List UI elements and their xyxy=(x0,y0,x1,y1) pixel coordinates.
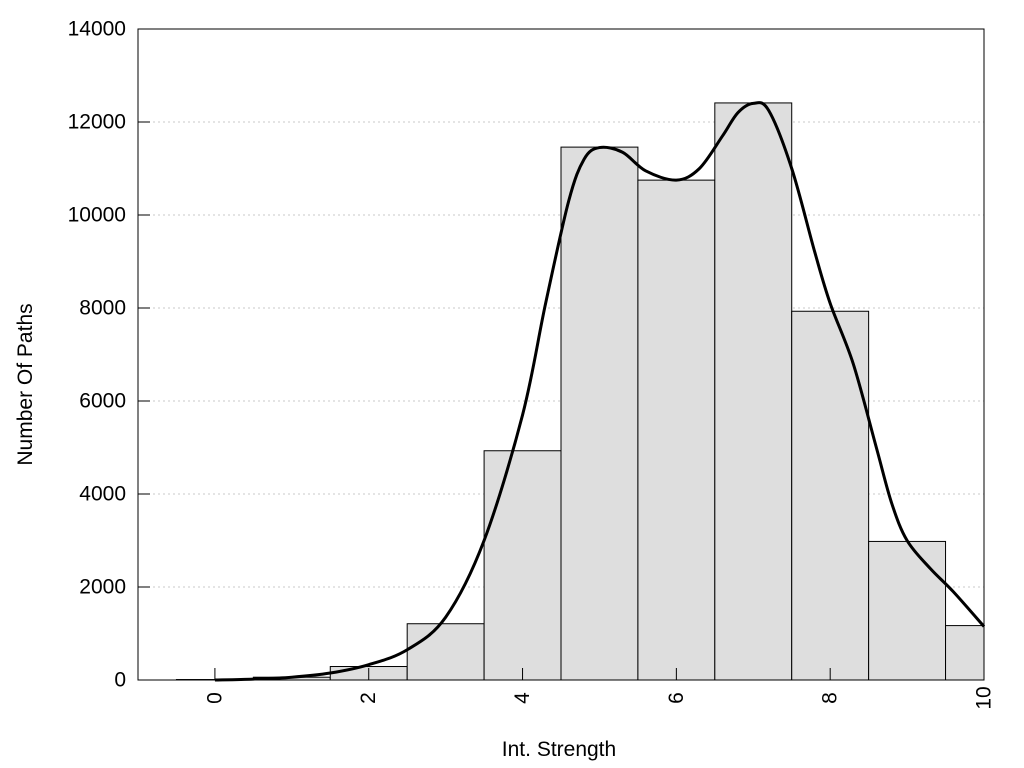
x-tick-label: 2 xyxy=(357,692,380,704)
y-tick-label: 6000 xyxy=(79,390,126,413)
x-tick-label: 10 xyxy=(973,686,996,709)
y-axis-title: Number Of Paths xyxy=(14,303,37,465)
histogram-bar xyxy=(791,310,870,681)
density-curve xyxy=(214,101,986,682)
y-tick-label: 2000 xyxy=(79,576,126,599)
histogram-bar xyxy=(868,540,947,681)
y-tick-label: 10000 xyxy=(68,204,126,227)
histogram-bar xyxy=(483,450,562,681)
x-tick-label: 6 xyxy=(665,692,688,704)
y-axis-ticks: 0 2000 4000 6000 8000 10000 12000 14000 xyxy=(68,18,150,692)
y-tick-label: 14000 xyxy=(68,18,126,41)
histogram-bar xyxy=(945,625,985,681)
histogram-bar xyxy=(560,146,639,681)
y-tick-label: 0 xyxy=(114,669,126,692)
histogram-bar xyxy=(406,623,485,681)
plot-frame xyxy=(137,28,985,681)
histogram-bar xyxy=(714,102,793,681)
bars xyxy=(175,102,985,681)
x-tick-label: 8 xyxy=(819,692,842,704)
y-tick-label: 4000 xyxy=(79,483,126,506)
y-tick-label: 8000 xyxy=(79,297,126,320)
x-tick-label: 0 xyxy=(203,692,226,704)
density-curve-layer xyxy=(214,101,986,682)
x-axis-ticks: 0 2 4 6 8 10 xyxy=(203,668,996,710)
x-tick-label: 4 xyxy=(511,692,534,704)
y-tick-label: 12000 xyxy=(68,111,126,134)
x-axis-title: Int. Strength xyxy=(502,738,616,761)
histogram-bar xyxy=(637,179,716,681)
